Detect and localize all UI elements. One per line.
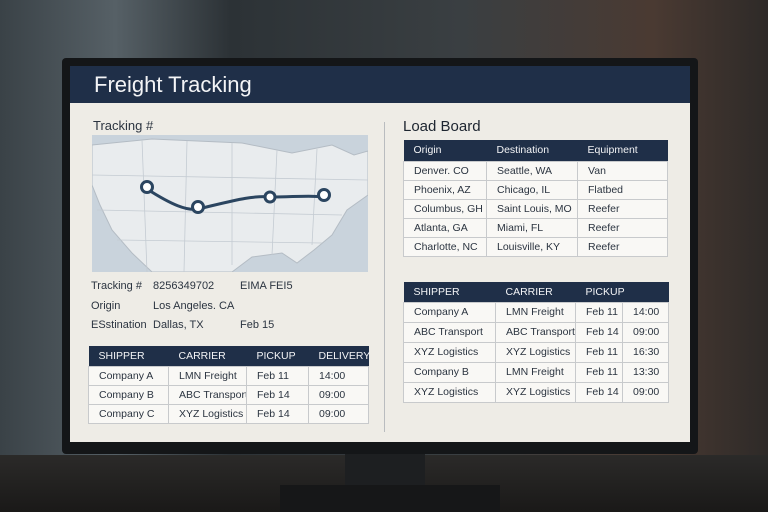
table-row: XYZ Logistics XYZ Logistics Feb 11 16:30 [403, 341, 669, 363]
monitor-stand [345, 450, 425, 490]
table-cell: Feb 11 [575, 341, 623, 363]
table-cell: XYZ Logistics [403, 381, 496, 403]
table-row: Atlanta, GA Miami, FL Reefer [403, 217, 668, 238]
table-cell: Feb 11 [246, 365, 309, 386]
table-cell: ABC Transport [403, 321, 496, 343]
table-cell: Denver. CO [403, 160, 487, 181]
table-cell: 09:00 [622, 321, 669, 343]
column-header: CARRIER [168, 346, 247, 366]
table-cell: Feb 14 [575, 321, 623, 343]
table-cell: 16:30 [622, 341, 669, 363]
table-cell: Feb 11 [575, 361, 623, 383]
table-row: Company B ABC Transport Feb 14 09:00 [88, 384, 369, 405]
detail-extra: Feb 15 [240, 319, 275, 331]
header-row: SHIPPER CARRIER PICKUP DELIVERY [88, 346, 370, 366]
table-cell: LMN Freight [168, 365, 247, 386]
table-row: XYZ Logistics XYZ Logistics Feb 14 09:00 [403, 381, 669, 403]
column-header: Destination [486, 140, 578, 161]
table-cell: XYZ Logistics [495, 381, 576, 403]
app-title: Freight Tracking [94, 72, 252, 97]
column-header: CARRIER [495, 282, 576, 302]
table-cell: Feb 14 [246, 403, 309, 424]
table-row: Denver. CO Seattle, WA Van [403, 160, 668, 181]
tracking-label: Tracking # [93, 118, 154, 133]
table-row: Columbus, GH Saint Louis, MO Reefer [403, 198, 668, 219]
detail-value: Dallas, TX [153, 319, 204, 331]
table-cell: Company B [88, 384, 169, 405]
column-header [622, 282, 669, 302]
table-cell: 14:00 [622, 301, 669, 323]
header-bar: Freight Tracking [70, 66, 690, 103]
detail-label: Tracking # [91, 280, 142, 292]
table-cell: 13:30 [622, 361, 669, 383]
detail-value: 8256349702 [153, 280, 215, 292]
table-cell: Reefer [577, 217, 668, 238]
detail-extra: EIMA FEI5 [240, 280, 293, 292]
table-cell: 09:00 [308, 384, 369, 405]
column-header: Equipment [577, 140, 668, 161]
table-row: Company C XYZ Logistics Feb 14 09:00 [88, 403, 369, 424]
detail-label: ESstination [91, 319, 147, 331]
table-cell: Reefer [577, 236, 668, 257]
load-board-table: Origin Destination Equipment Denver. CO Seat… [403, 140, 668, 257]
column-header: SHIPPER [88, 346, 169, 366]
table-cell: Chicago, IL [486, 179, 578, 200]
header-row: SHIPPER CARRIER PICKUP [403, 282, 669, 302]
table-cell: Flatbed [577, 179, 668, 200]
table-cell: Company C [88, 403, 169, 424]
table-cell: ABC Transport [495, 321, 576, 343]
column-header: SHIPPER [403, 282, 496, 302]
table-row: Company B LMN Freight Feb 11 13:30 [403, 361, 669, 383]
table-cell: XYZ Logistics [168, 403, 247, 424]
load-board-title: Load Board [403, 118, 481, 135]
column-header: PICKUP [575, 282, 625, 302]
table-cell: Louisville, KY [486, 236, 578, 257]
table-cell: Van [577, 160, 668, 181]
table-row: ABC Transport ABC Transport Feb 14 09:00 [403, 321, 669, 343]
table-row: Company A LMN Freight Feb 11 14:00 [88, 365, 369, 386]
table-row: Company A LMN Freight Feb 11 14:00 [403, 301, 669, 323]
table-cell: Miami, FL [486, 217, 578, 238]
table-cell: Feb 14 [575, 381, 623, 403]
table-cell: Company B [403, 361, 496, 383]
divider [384, 122, 385, 432]
table-cell: Seattle, WA [486, 160, 578, 181]
table-row: Charlotte, NC Louisville, KY Reefer [403, 236, 668, 257]
table-cell: Company A [88, 365, 169, 386]
table-cell: 14:00 [308, 365, 369, 386]
table-cell: Company A [403, 301, 496, 323]
detail-value: Los Angeles. CA [153, 300, 235, 312]
table-cell: LMN Freight [495, 301, 576, 323]
column-header: Origin [403, 140, 487, 161]
column-header: PICKUP [246, 346, 309, 366]
table-cell: Saint Louis, MO [486, 198, 578, 219]
table-cell: Columbus, GH [403, 198, 487, 219]
screen: Freight Tracking Tracking # Tracking # 82… [70, 66, 690, 442]
column-header: DELIVERY [308, 346, 370, 366]
table-cell: Feb 14 [246, 384, 309, 405]
table-cell: Reefer [577, 198, 668, 219]
table-cell: XYZ Logistics [495, 341, 576, 363]
header-row: Origin Destination Equipment [403, 140, 668, 161]
table-row: Phoenix, AZ Chicago, IL Flatbed [403, 179, 668, 200]
map [92, 135, 368, 272]
table-cell: 09:00 [308, 403, 369, 424]
table-cell: Charlotte, NC [403, 236, 487, 257]
carrier-table: SHIPPER CARRIER PICKUP Company A LMN Freight… [403, 282, 669, 403]
monitor-base [280, 485, 500, 512]
table-cell: Feb 11 [575, 301, 623, 323]
shipments-table: SHIPPER CARRIER PICKUP DELIVERY Company A LMN… [88, 346, 370, 424]
table-cell: ABC Transport [168, 384, 247, 405]
table-cell: LMN Freight [495, 361, 576, 383]
table-cell: XYZ Logistics [403, 341, 496, 363]
detail-label: Origin [91, 300, 121, 312]
table-cell: 09:00 [622, 381, 669, 403]
table-cell: Phoenix, AZ [403, 179, 487, 200]
table-cell: Atlanta, GA [403, 217, 487, 238]
